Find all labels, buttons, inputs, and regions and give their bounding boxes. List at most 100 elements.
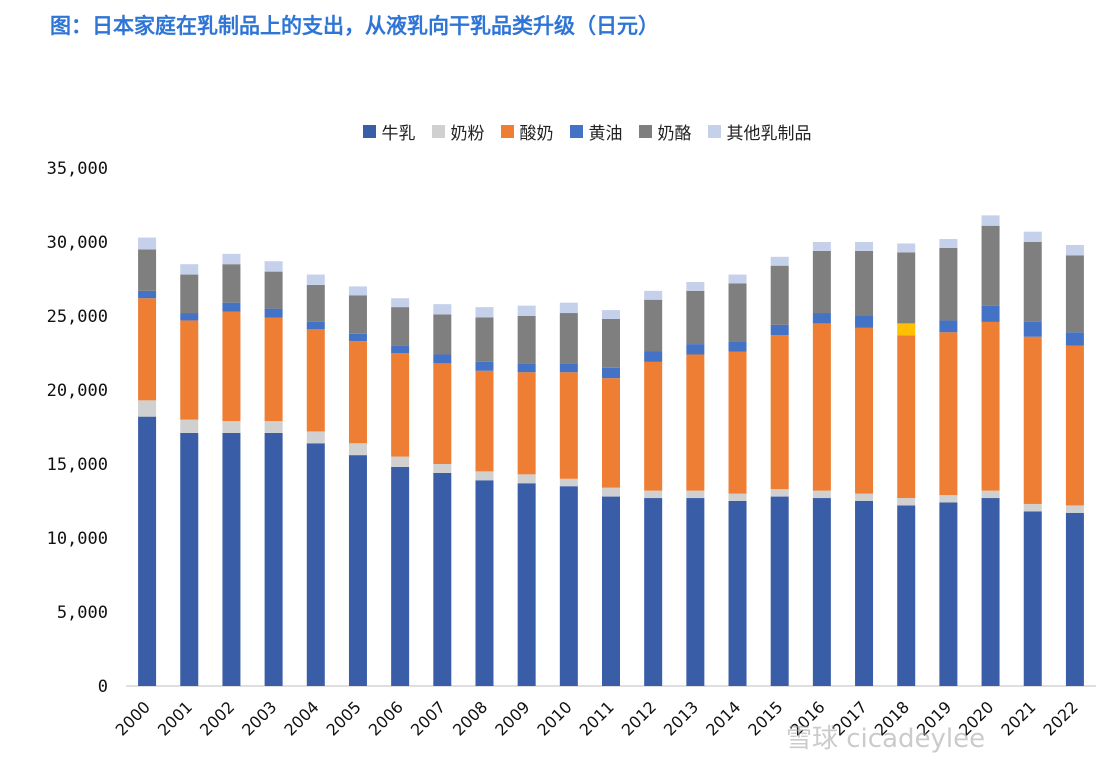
legend-swatch-cheese: [638, 125, 652, 138]
bar-cheese-2011: [602, 318, 620, 368]
bar-butter-2019: [939, 320, 958, 333]
bar-powder-2019: [939, 495, 958, 503]
bar-milk-2009: [517, 483, 536, 686]
x-tick-label: 2015: [744, 697, 786, 739]
bar-butter-2010: [559, 363, 578, 373]
bar-butter-2007: [433, 354, 452, 364]
bar-powder-2017: [855, 493, 874, 501]
legend-item-milk: 牛乳: [362, 119, 416, 144]
bar-powder-2020: [981, 490, 1000, 499]
bar-milk-2010: [559, 486, 578, 686]
bar-butter-2000: [138, 290, 157, 299]
x-tick-label: 2010: [533, 697, 575, 739]
bar-powder-2003: [264, 421, 283, 433]
bar-yogurt-2020: [981, 321, 1000, 491]
bar-other-2009: [517, 305, 536, 316]
legend-label: 奶粉: [450, 124, 485, 144]
bar-yogurt-2006: [391, 353, 410, 457]
bar-milk-2008: [475, 480, 494, 686]
bar-milk-2001: [180, 432, 199, 686]
bar-milk-2017: [855, 501, 874, 686]
legend-swatch-powder: [431, 125, 445, 138]
legend-swatch-butter: [569, 125, 583, 138]
bar-cheese-2005: [348, 295, 367, 334]
x-tick-label: 2022: [1040, 697, 1082, 739]
bar-milk-2002: [222, 432, 241, 686]
bar-other-2014: [728, 274, 747, 284]
bar-cheese-2008: [475, 317, 494, 362]
bar-powder-2002: [222, 421, 241, 433]
bar-powder-2008: [475, 471, 494, 481]
x-tick-label: 2001: [154, 697, 196, 739]
bar-butter-2016: [812, 313, 831, 324]
bar-powder-2013: [686, 490, 705, 499]
x-tick-label: 2008: [449, 697, 491, 739]
bar-milk-2000: [138, 416, 157, 686]
bar-powder-2007: [433, 464, 452, 473]
x-tick-label: 2006: [365, 697, 407, 739]
bar-cheese-2020: [981, 225, 1000, 306]
bar-other-2006: [391, 298, 410, 308]
bar-milk-2013: [686, 498, 705, 686]
x-tick-label: 2012: [618, 697, 660, 739]
bar-milk-2020: [981, 498, 1000, 686]
y-tick-label: 0: [98, 677, 108, 697]
bar-butter-2013: [686, 344, 705, 355]
bar-butter-2006: [391, 345, 410, 353]
x-tick-label: 2003: [238, 697, 280, 739]
bar-yogurt-2015: [770, 335, 789, 490]
legend-item-cheese: 奶酪: [638, 119, 692, 144]
bar-yogurt-2002: [222, 311, 241, 422]
legend-swatch-milk: [362, 125, 376, 138]
bar-yogurt-2010: [559, 372, 578, 479]
y-tick-label: 25,000: [47, 307, 108, 327]
bar-cheese-2022: [1065, 255, 1084, 333]
bar-other-2017: [855, 242, 874, 251]
bar-yogurt-2013: [686, 354, 705, 491]
chart-title: 图：日本家庭在乳制品上的支出，从液乳向干乳品类升级（日元）: [50, 14, 659, 38]
bar-other-2008: [475, 307, 494, 318]
bar-milk-2019: [939, 502, 958, 686]
bar-powder-2000: [138, 400, 157, 417]
bar-powder-2022: [1065, 505, 1084, 513]
bar-powder-2005: [348, 443, 367, 456]
bar-butter-2014: [728, 341, 747, 352]
bar-butter-2021: [1023, 321, 1042, 337]
bar-powder-2001: [180, 419, 199, 433]
bar-milk-2022: [1065, 512, 1084, 686]
bar-yogurt-2019: [939, 332, 958, 496]
bar-yogurt-2000: [138, 298, 157, 401]
y-tick-label: 35,000: [47, 159, 108, 179]
bar-butter-2012: [644, 351, 663, 362]
bar-yogurt-2001: [180, 320, 199, 420]
bar-butter-2011: [602, 367, 620, 379]
bar-powder-2021: [1023, 503, 1042, 512]
bar-other-2003: [264, 261, 283, 272]
bar-butter-2018: [897, 323, 916, 336]
bar-other-2007: [433, 304, 452, 315]
bar-cheese-2002: [222, 264, 241, 303]
bar-other-2011: [602, 310, 620, 319]
bar-other-2013: [686, 281, 705, 291]
bar-yogurt-2007: [433, 363, 452, 464]
legend-label: 黄油: [588, 124, 623, 144]
x-tick-label: 2011: [576, 697, 618, 739]
y-tick-label: 30,000: [47, 233, 108, 253]
bar-powder-2004: [306, 431, 325, 444]
legend-swatch-yogurt: [500, 125, 514, 138]
bar-powder-2016: [812, 490, 831, 499]
bar-milk-2011: [602, 496, 620, 686]
bar-cheese-2019: [939, 247, 958, 321]
bar-yogurt-2017: [855, 327, 874, 494]
x-tick-label: 2009: [491, 697, 533, 739]
x-tick-label: 2014: [702, 697, 744, 739]
bar-other-2015: [770, 256, 789, 266]
bar-milk-2005: [348, 455, 367, 686]
bar-cheese-2007: [433, 314, 452, 355]
bar-yogurt-2003: [264, 317, 283, 422]
bar-yogurt-2014: [728, 351, 747, 494]
bar-powder-2006: [391, 456, 410, 467]
bar-butter-2008: [475, 361, 494, 371]
x-tick-label: 2005: [323, 697, 365, 739]
